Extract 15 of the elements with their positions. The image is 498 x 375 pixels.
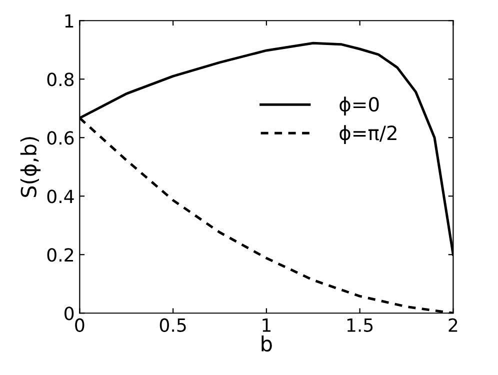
legend-label: ϕ=π/2 [340, 125, 396, 144]
x-axis-title: b [262, 335, 272, 352]
y-tick-label: 0.8 [47, 72, 74, 86]
legend-label: ϕ=0 [340, 96, 379, 116]
x-tick-label: 2 [448, 318, 458, 332]
x-tick-label: 0 [75, 318, 84, 332]
y-axis-title: S(ϕ,b) [20, 137, 41, 198]
y-tick-label: 1 [65, 14, 74, 28]
y-tick-label: 0.4 [47, 190, 74, 204]
y-tick-label: 0.2 [47, 248, 74, 262]
x-tick-label: 0.5 [160, 318, 186, 332]
y-tick-label: 0 [64, 306, 74, 320]
x-tick-label: 1.5 [347, 318, 373, 332]
y-tick-label: 0.6 [47, 131, 74, 145]
x-tick-label: 1 [262, 318, 271, 332]
